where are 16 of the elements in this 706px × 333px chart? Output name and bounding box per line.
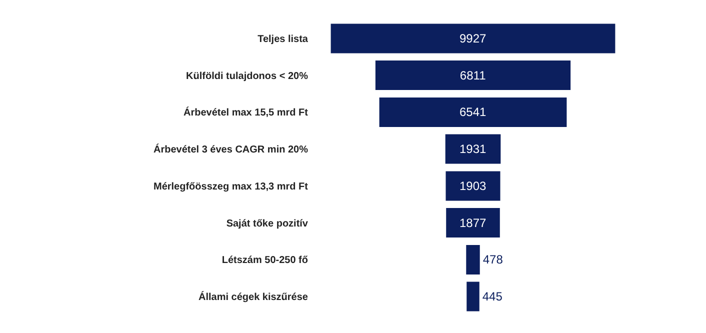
- category-label: Állami cégek kiszűrése: [198, 291, 308, 304]
- category-label: Külföldi tulajdonos < 20%: [186, 70, 308, 82]
- category-label: Árbevétel max 15,5 mrd Ft: [184, 106, 309, 119]
- category-label: Saját tőke pozitív: [226, 218, 308, 230]
- category-label: Mérlegfőösszeg max 13,3 mrd Ft: [154, 181, 309, 192]
- data-label: 478: [482, 252, 504, 267]
- data-label: 6541: [459, 105, 487, 120]
- data-label: 1877: [459, 216, 487, 230]
- category-label: Létszám 50-250 fő: [222, 255, 308, 266]
- data-label: 9927: [459, 31, 487, 46]
- data-label: 1903: [459, 178, 487, 193]
- data-label: 6811: [460, 68, 486, 82]
- data-label: 445: [482, 290, 503, 304]
- category-label: Teljes lista: [258, 34, 308, 45]
- data-label: 1931: [459, 142, 487, 156]
- category-label: Árbevétel 3 éves CAGR min 20%: [153, 144, 308, 156]
